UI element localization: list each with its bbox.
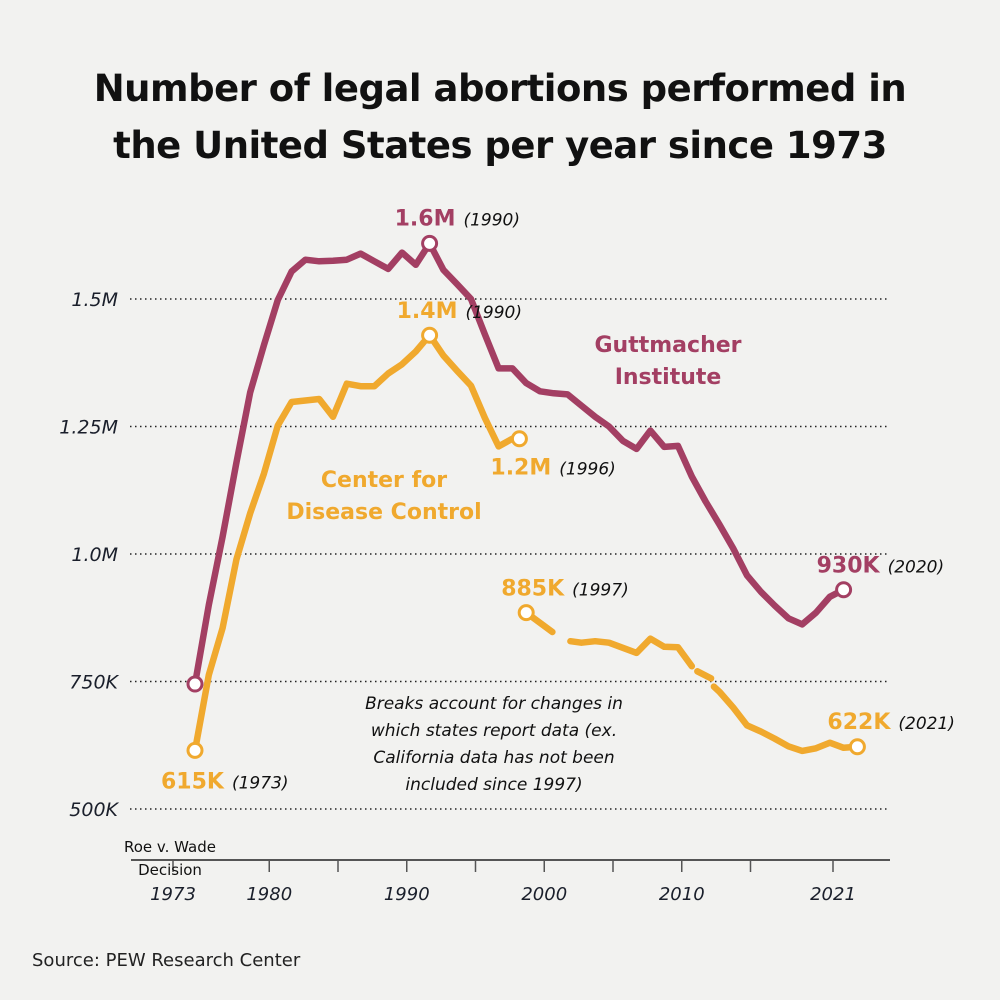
y-tick-label: 500K [69, 799, 119, 821]
title-line: the United States per year since 1973 [113, 124, 887, 167]
roe-annotation-line2: Decision [138, 861, 202, 879]
series-line-center-for-disease-control [191, 331, 516, 754]
data-labels: 1.6M (1990) 930K (2020) 615K (1973) 1.4M (1990)… [161, 206, 955, 794]
x-tick-label: 1990 [384, 884, 430, 905]
x-tick-label: 2000 [521, 884, 567, 905]
series-label: Center for [321, 468, 447, 493]
note-line: which states report data (ex. [371, 721, 617, 741]
y-tick-label: 1.0M [71, 544, 118, 566]
data-label-value: 1.4M [397, 299, 458, 324]
series-markers [186, 234, 866, 759]
data-label-year: (1997) [572, 581, 629, 601]
data-point-marker [510, 430, 528, 448]
break-note: Breaks account for changes in which state… [365, 694, 623, 795]
data-point-marker [835, 581, 853, 599]
series-line-center-for-disease-control [567, 635, 696, 670]
note-line: included since 1997) [405, 775, 582, 795]
x-tick-label: 1973 [150, 884, 196, 905]
x-axis: 1973 1980 1990 2000 2010 2021 [131, 859, 890, 905]
series-line-center-for-disease-control [694, 668, 715, 682]
x-tick-label: 1980 [246, 884, 292, 905]
data-label-year: (1990) [463, 210, 520, 230]
series-label: Disease Control [286, 500, 481, 525]
data-label-value: 622K [827, 710, 891, 735]
x-tick-label: 2010 [659, 884, 705, 905]
data-point-marker [186, 675, 204, 693]
x-tick-label: 2021 [810, 884, 856, 905]
series-labels: Guttmacher Institute Center for Disease Con… [286, 333, 741, 525]
data-label: 615K (1973) [161, 769, 289, 794]
data-label-value: 930K [817, 554, 881, 579]
chart-title: Number of legal abortions performed in th… [0, 60, 1000, 174]
data-label-year: (2021) [898, 714, 955, 734]
data-label: 1.4M (1990) [397, 299, 522, 324]
data-point-marker [421, 234, 439, 252]
data-label: 930K (2020) [817, 554, 945, 579]
data-label: 622K (2021) [827, 710, 955, 735]
data-point-marker [517, 604, 535, 622]
note-line: California data has not been [373, 748, 614, 768]
data-label-year: (1990) [465, 303, 522, 323]
data-label: 1.6M (1990) [395, 206, 520, 231]
series-label: Institute [615, 365, 722, 390]
gridlines [130, 298, 890, 810]
y-tick-label: 750K [69, 672, 119, 694]
note-line: Breaks account for changes in [365, 694, 623, 714]
y-axis: 500K 750K 1.0M 1.25M 1.5M [59, 289, 119, 821]
source-credit: Source: PEW Research Center [32, 950, 301, 971]
series-line-guttmacher-institute [191, 240, 847, 688]
series-line-center-for-disease-control [710, 683, 861, 755]
roe-annotation: Roe v. Wade [124, 838, 216, 856]
data-label: 1.2M (1996) [490, 456, 615, 481]
data-label-year: (2020) [888, 558, 945, 578]
data-point-marker [186, 741, 204, 759]
data-label-value: 885K [501, 577, 565, 602]
data-label-value: 1.2M [490, 456, 551, 481]
title-line: Number of legal abortions performed in [93, 67, 907, 110]
data-label-value: 1.6M [395, 206, 456, 231]
data-point-marker [421, 326, 439, 344]
data-label-value: 615K [161, 769, 225, 794]
series-label: Guttmacher [595, 333, 742, 358]
series-lines [191, 240, 861, 755]
data-label-year: (1996) [559, 460, 616, 480]
data-label-year: (1973) [232, 773, 289, 793]
y-tick-label: 1.25M [59, 417, 118, 439]
data-label: 885K (1997) [501, 577, 629, 602]
y-tick-label: 1.5M [71, 289, 118, 311]
data-point-marker [848, 738, 866, 756]
